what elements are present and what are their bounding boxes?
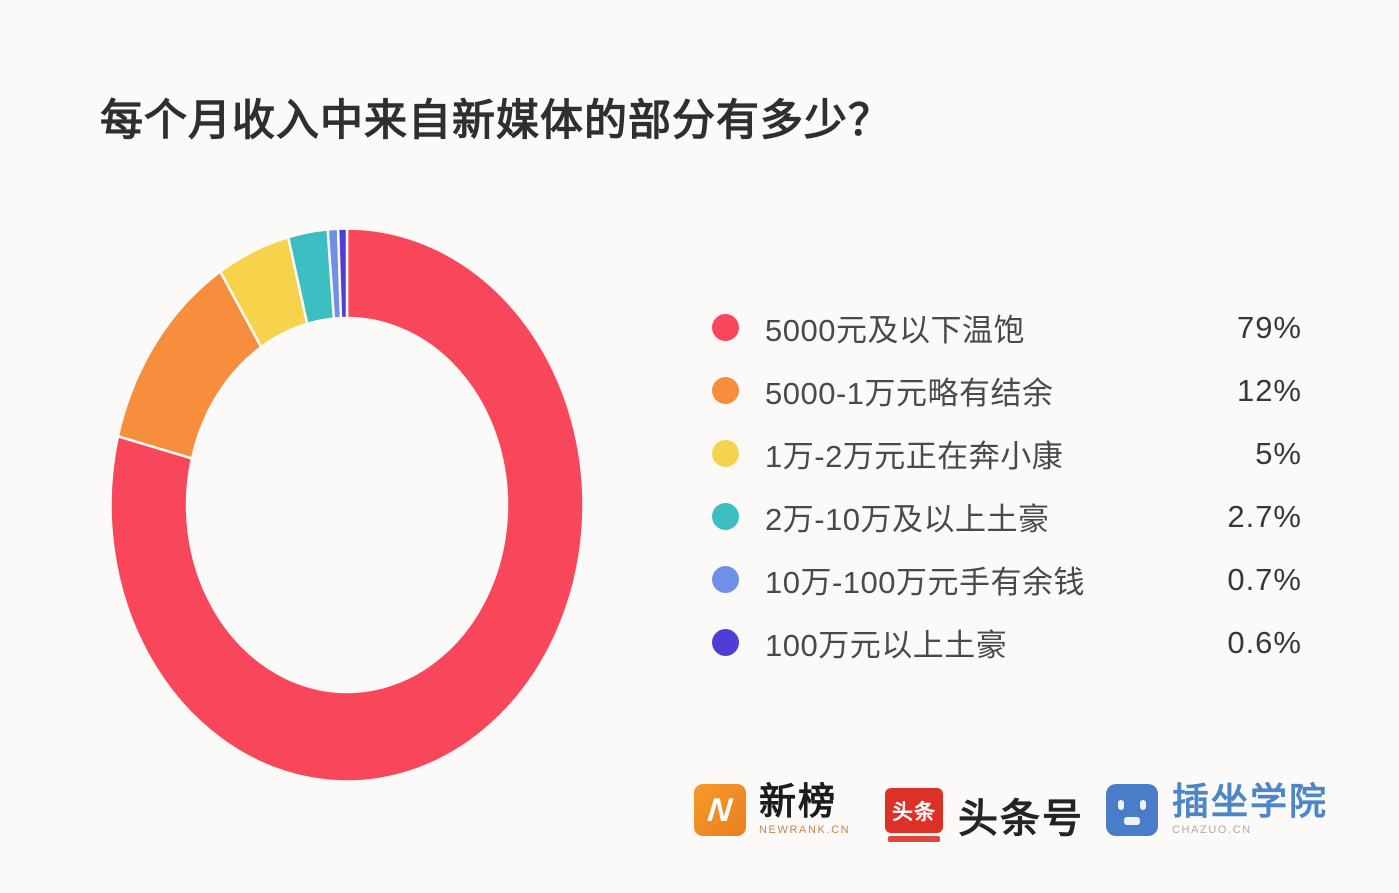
legend-item: 100万元以上土豪 0.6%: [712, 611, 1302, 674]
legend-dot-teal: [712, 503, 739, 530]
legend-dot-lightblue: [712, 566, 739, 593]
legend-item: 10万-100万元手有余钱 0.7%: [712, 548, 1302, 611]
legend-label: 1万-2万元正在奔小康: [765, 439, 1064, 474]
donut-slice-5: [336, 227, 349, 320]
chazuo-subtitle: CHAZUO.CN: [1172, 824, 1252, 836]
chazuo-name: 插坐学院: [1172, 781, 1328, 822]
legend-value: 5%: [1255, 435, 1302, 471]
donut-chart: [109, 227, 585, 783]
toutiao-icon-block: 头条: [885, 788, 943, 842]
legend-dot-indigo: [712, 629, 739, 656]
newrank-subtitle: NEWRANK.CN: [759, 824, 851, 836]
donut-slice-0: [109, 227, 585, 783]
legend-value: 0.7%: [1227, 561, 1302, 597]
legend-dot-red: [712, 314, 739, 341]
legend-dot-yellow: [712, 440, 739, 467]
legend-label: 5000-1万元略有结余: [765, 376, 1054, 411]
legend-value: 79%: [1236, 309, 1302, 345]
newrank-icon-letter: N: [706, 791, 734, 828]
chazuo-face-eye-right: [1140, 799, 1146, 810]
chazuo-face-mouth: [1124, 816, 1140, 825]
legend-label: 5000元及以下温饱: [765, 313, 1025, 348]
legend-value: 2.7%: [1227, 498, 1302, 534]
newrank-icon: N: [694, 783, 746, 836]
toutiao-icon-text: 头条: [892, 800, 936, 824]
legend-item: 5000-1万元略有结余 12%: [712, 359, 1302, 422]
toutiao-icon-strip: [888, 836, 940, 842]
toutiao-logo-group: 头条 头条号: [885, 786, 1084, 844]
chazuo-face-icon: [1106, 783, 1158, 836]
toutiao-name: 头条号: [958, 797, 1084, 841]
newrank-logo-group: N 新榜 NEWRANK.CN: [694, 783, 850, 836]
chart-legend: 5000元及以下温饱 79% 5000-1万元略有结余 12% 1万-2万元正在…: [712, 296, 1302, 674]
toutiao-icon: 头条: [885, 788, 943, 833]
chazuo-text-block: 插坐学院 CHAZUO.CN: [1172, 781, 1328, 837]
legend-value: 12%: [1236, 372, 1302, 408]
chazuo-logo-group: 插坐学院 CHAZUO.CN: [1106, 783, 1328, 836]
legend-item: 2万-10万及以上土豪 2.7%: [712, 485, 1302, 548]
newrank-name: 新榜: [759, 781, 837, 822]
page-title: 每个月收入中来自新媒体的部分有多少？: [100, 97, 892, 145]
legend-dot-orange: [712, 377, 739, 404]
newrank-text-block: 新榜 NEWRANK.CN: [759, 781, 851, 837]
legend-label: 2万-10万及以上土豪: [765, 502, 1050, 537]
chazuo-face-eye-left: [1118, 799, 1124, 810]
legend-item: 5000元及以下温饱 79%: [712, 296, 1302, 359]
legend-value: 0.6%: [1227, 624, 1302, 660]
donut-chart-container: [108, 226, 586, 784]
legend-item: 1万-2万元正在奔小康 5%: [712, 422, 1302, 485]
legend-label: 10万-100万元手有余钱: [765, 565, 1086, 600]
legend-label: 100万元以上土豪: [765, 628, 1008, 663]
